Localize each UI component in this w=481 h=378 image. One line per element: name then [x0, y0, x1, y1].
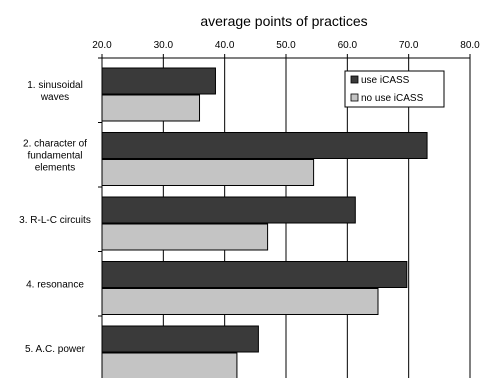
- bar-no-use-icass: [101, 352, 238, 378]
- bar-use-icass: [101, 67, 216, 95]
- category-label-line: 4. resonance: [26, 279, 84, 290]
- category-label-line: 2. character of: [23, 138, 87, 149]
- x-tick-label: 20.0: [92, 40, 112, 51]
- category-label-line: 5. A.C. power: [25, 344, 86, 355]
- category-label-line: 3. R-L-C circuits: [19, 215, 91, 226]
- legend-label-no-use-icass: no use iCASS: [361, 93, 424, 104]
- legend-swatch-use-icass: [350, 75, 359, 84]
- category-label-line: fundamental: [27, 150, 82, 161]
- bar-use-icass: [101, 261, 408, 288]
- category-label-line: 1. sinusoidal: [27, 80, 83, 91]
- category-label: 2. character of fundamental elements: [23, 138, 87, 173]
- x-tick-label: 40.0: [215, 40, 235, 51]
- x-tick-label: 80.0: [460, 40, 480, 51]
- bar-no-use-icass: [101, 159, 315, 186]
- bar-no-use-icass: [101, 94, 201, 122]
- category-label: 1. sinusoidal waves: [27, 80, 83, 103]
- category-label: 3. R-L-C circuits: [19, 215, 91, 226]
- category-label-line: waves: [40, 92, 69, 103]
- legend-swatch-no-use-icass: [350, 93, 359, 102]
- x-tick-label: 30.0: [154, 40, 174, 51]
- x-tick-label: 50.0: [276, 40, 296, 51]
- bar-no-use-icass: [101, 223, 269, 251]
- bar-use-icass: [101, 325, 259, 353]
- category-label: 5. A.C. power: [25, 344, 86, 355]
- legend-box: [344, 70, 445, 108]
- bar-use-icass: [101, 196, 356, 224]
- x-tick-label: 70.0: [399, 40, 419, 51]
- chart-title: average points of practices: [200, 13, 367, 29]
- y-axis-ticks: [98, 57, 102, 317]
- bars: [101, 67, 428, 378]
- category-label-line: elements: [35, 162, 76, 173]
- bar-use-icass: [101, 132, 428, 159]
- legend-label-use-icass: use iCASS: [361, 75, 410, 86]
- legend: use iCASS no use iCASS: [344, 70, 445, 108]
- category-label: 4. resonance: [26, 279, 84, 290]
- bar-no-use-icass: [101, 288, 379, 315]
- x-axis-ticks: 20.0 30.0 40.0 50.0 60.0 70.0 80.0: [92, 40, 480, 58]
- category-labels: 1. sinusoidal waves 2. character of fundame…: [19, 80, 91, 355]
- x-tick-label: 60.0: [338, 40, 358, 51]
